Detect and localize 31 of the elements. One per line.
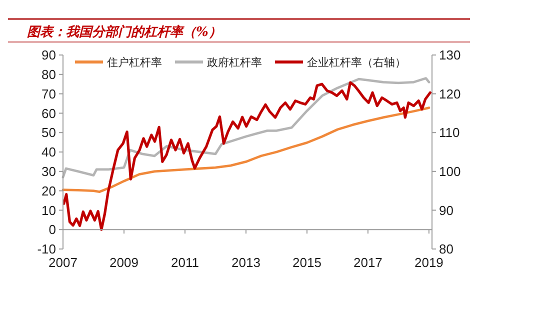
line-series [62,106,430,193]
x-tick-label: 2019 [414,255,444,270]
y2-tick-label: 80 [439,242,454,257]
line-series [62,77,430,178]
y-tick-label: 40 [42,144,56,160]
x-tick-label: 2015 [292,255,322,270]
y-tick-label: 80 [42,66,56,82]
y2-tick-label: 130 [439,48,461,63]
y-tick-label: 60 [42,106,56,121]
x-tick-label: 2007 [48,255,78,270]
y-tick-label: -10 [37,242,56,257]
x-tick-label: 2017 [354,255,382,270]
chart-title: 图表：我国分部门的杠杆率（%） [27,24,222,40]
y2-tick-label: 100 [439,164,461,179]
legend-label: 企业杠杆率（右轴） [307,56,406,69]
line-series [62,81,432,231]
y2-tick-label: 110 [439,125,460,140]
legend-label: 住户杠杆率 [107,56,162,69]
y2-tick-label: 90 [439,202,454,218]
y2-tick-label: 120 [439,86,461,102]
x-tick-label: 2009 [110,255,138,270]
y-tick-label: 20 [42,183,56,198]
x-tick-label: 2013 [232,255,260,270]
y-tick-label: 50 [42,125,56,140]
x-tick-label: 2011 [171,255,199,270]
y-tick-label: 90 [42,48,56,63]
y-tick-label: 10 [42,202,56,218]
y-tick-label: 30 [42,164,56,179]
y-tick-label: 70 [42,86,56,102]
y-tick-label: 0 [48,222,56,238]
legend-label: 政府杠杆率 [207,56,262,69]
